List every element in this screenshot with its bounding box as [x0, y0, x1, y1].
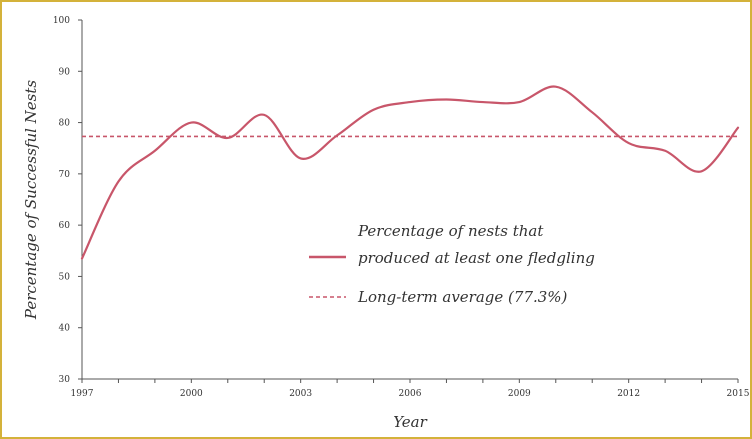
chart-axes [78, 19, 739, 383]
y-tick-label: 80 [59, 119, 71, 129]
x-tick-label: 2003 [289, 389, 312, 399]
y-tick-label: 90 [59, 67, 71, 77]
y-tick-label: 30 [59, 375, 71, 385]
x-axis-title: Year [393, 413, 427, 431]
nest-success-line [80, 85, 740, 260]
legend-label-line: Percentage of nests that [357, 222, 544, 240]
y-tick-label: 100 [53, 16, 70, 26]
legend: Percentage of nests that produced at leas… [309, 222, 595, 306]
y-tick-label: 60 [59, 221, 71, 231]
x-tick-label: 2009 [508, 389, 531, 399]
tick-labels: 30 40 50 60 70 80 90 100 1997 2000 2003 2006 2009 201… [53, 16, 750, 399]
x-tick-label: 1997 [71, 389, 94, 399]
legend-label-line: produced at least one fledgling [358, 249, 595, 267]
x-tick-label: 2000 [180, 389, 203, 399]
legend-label-average: Long-term average (77.3%) [357, 288, 568, 306]
data-lines [80, 85, 740, 260]
y-axis-title: Percentage of Successful Nests [22, 80, 40, 320]
y-tick-label: 50 [59, 272, 71, 282]
x-tick-label: 2015 [727, 389, 750, 399]
y-tick-label: 70 [59, 170, 71, 180]
x-tick-label: 2012 [617, 389, 640, 399]
x-tick-label: 2006 [399, 389, 422, 399]
y-tick-label: 40 [59, 324, 71, 334]
